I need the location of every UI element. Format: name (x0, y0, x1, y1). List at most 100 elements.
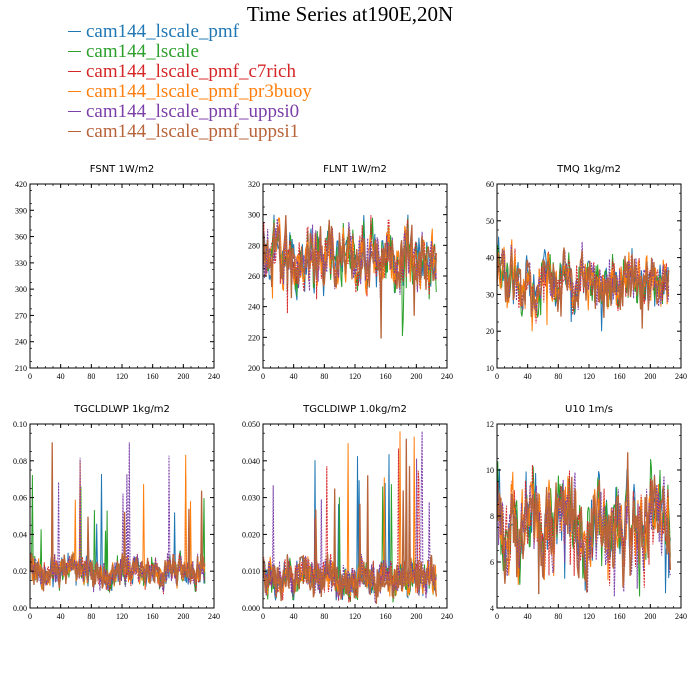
y-tick-label: 320 (248, 180, 260, 189)
legend-label: cam144_lscale (86, 41, 199, 62)
y-tick-label: 0.00 (13, 604, 27, 613)
y-tick-label: 10 (486, 364, 494, 373)
x-tick-label: 80 (320, 612, 328, 621)
legend-line-swatch (68, 91, 81, 93)
x-tick-label: 160 (380, 612, 392, 621)
legend-item: cam144_lscale_pmf_uppsi1 (68, 122, 312, 142)
y-tick-label: 8 (490, 512, 494, 521)
x-tick-label: 160 (614, 612, 626, 621)
panel-title: FSNT 1W/m2 (90, 164, 154, 175)
y-tick-label: 0.10 (13, 420, 27, 429)
x-tick-label: 120 (116, 612, 128, 621)
x-tick-label: 80 (87, 372, 95, 381)
legend-line-swatch (68, 51, 81, 53)
y-tick-label: 12 (486, 420, 494, 429)
legend-line-swatch (68, 71, 81, 73)
y-tick-label: 4 (490, 604, 494, 613)
y-tick-label: 240 (15, 338, 27, 347)
y-tick-label: 280 (248, 241, 260, 250)
x-tick-label: 80 (554, 612, 562, 621)
y-tick-label: 40 (486, 254, 494, 263)
plot-frame (29, 183, 215, 369)
x-tick-label: 0 (261, 612, 265, 621)
chart-panel: FSNT 1W/m2 0 40 80 120 160 200 240 210 240 270 300 3… (15, 164, 220, 381)
x-tick-label: 120 (349, 612, 361, 621)
panel-title: TMQ 1kg/m2 (556, 164, 621, 175)
y-tick-label: 0.06 (13, 494, 27, 503)
x-tick-label: 240 (675, 372, 687, 381)
y-tick-label: 0.02 (13, 567, 27, 576)
y-tick-label: 0.000 (242, 604, 260, 613)
y-tick-label: 0.050 (242, 420, 260, 429)
y-tick-label: 0.020 (242, 530, 260, 539)
panel-title: U10 1m/s (565, 404, 613, 415)
y-tick-label: 20 (486, 327, 494, 336)
x-tick-label: 200 (644, 612, 656, 621)
y-tick-label: 0.04 (13, 530, 27, 539)
x-tick-label: 200 (177, 372, 189, 381)
legend-line-swatch (68, 31, 81, 33)
y-tick-label: 6 (490, 558, 494, 567)
x-tick-label: 40 (57, 372, 65, 381)
x-tick-label: 120 (583, 612, 595, 621)
page-title: Time Series at190E,20N (246, 2, 454, 26)
legend-line-swatch (68, 111, 81, 113)
y-tick-label: 300 (248, 211, 260, 220)
x-tick-label: 120 (583, 372, 595, 381)
y-tick-label: 0.040 (242, 457, 260, 466)
y-tick-label: 260 (248, 272, 260, 281)
legend-label: cam144_lscale_pmf_pr3buoy (86, 81, 312, 102)
x-tick-label: 240 (441, 372, 453, 381)
x-tick-label: 160 (614, 372, 626, 381)
x-tick-label: 0 (28, 612, 32, 621)
x-tick-label: 40 (524, 372, 532, 381)
y-tick-label: 270 (15, 311, 27, 320)
x-tick-label: 200 (644, 372, 656, 381)
x-tick-label: 160 (147, 372, 159, 381)
x-tick-label: 120 (349, 372, 361, 381)
y-tick-label: 30 (486, 290, 494, 299)
legend-item: cam144_lscale_pmf_uppsi0 (68, 102, 312, 122)
y-tick-label: 390 (15, 206, 27, 215)
x-tick-label: 240 (675, 612, 687, 621)
y-tick-label: 420 (15, 180, 27, 189)
chart-panel: TMQ 1kg/m2 0 40 80 120 160 200 240 10 20 30 40 50 60 (486, 164, 687, 381)
chart-panel: TGCLDIWP 1.0kg/m2 0 40 80 120 160 200 240 0.000 0… (242, 404, 453, 621)
y-tick-label: 360 (15, 233, 27, 242)
legend-label: cam144_lscale_pmf_c7rich (86, 61, 296, 82)
x-tick-label: 40 (290, 372, 298, 381)
y-tick-label: 0.08 (13, 457, 27, 466)
x-tick-label: 80 (320, 372, 328, 381)
y-tick-label: 220 (248, 333, 260, 342)
x-tick-label: 80 (554, 372, 562, 381)
x-tick-label: 0 (495, 372, 499, 381)
x-tick-label: 40 (524, 612, 532, 621)
panel-title: TGCLDLWP 1kg/m2 (73, 404, 170, 415)
series-line (497, 472, 671, 597)
x-tick-label: 160 (380, 372, 392, 381)
y-tick-label: 240 (248, 303, 260, 312)
x-tick-label: 40 (290, 612, 298, 621)
x-tick-label: 0 (495, 612, 499, 621)
x-tick-label: 0 (261, 372, 265, 381)
panel-title: FLNT 1W/m2 (323, 164, 387, 175)
legend-item: cam144_lscale (68, 42, 312, 62)
series-line (497, 452, 671, 595)
y-tick-label: 200 (248, 364, 260, 373)
legend: cam144_lscale_pmf cam144_lscale cam144_l… (68, 22, 312, 142)
x-tick-label: 240 (208, 612, 220, 621)
legend-item: cam144_lscale_pmf (68, 22, 312, 42)
y-tick-label: 50 (486, 217, 494, 226)
panel-title: TGCLDIWP 1.0kg/m2 (302, 404, 407, 415)
x-tick-label: 80 (87, 612, 95, 621)
legend-line-swatch (68, 131, 81, 133)
legend-item: cam144_lscale_pmf_c7rich (68, 62, 312, 82)
y-tick-label: 10 (486, 466, 494, 475)
y-tick-label: 0.030 (242, 494, 260, 503)
chart-panel: TGCLDLWP 1kg/m2 0 40 80 120 160 200 240 0.00 0.02… (13, 404, 220, 621)
series-line (263, 215, 437, 339)
x-tick-label: 0 (28, 372, 32, 381)
x-tick-label: 160 (147, 612, 159, 621)
x-tick-label: 200 (410, 372, 422, 381)
